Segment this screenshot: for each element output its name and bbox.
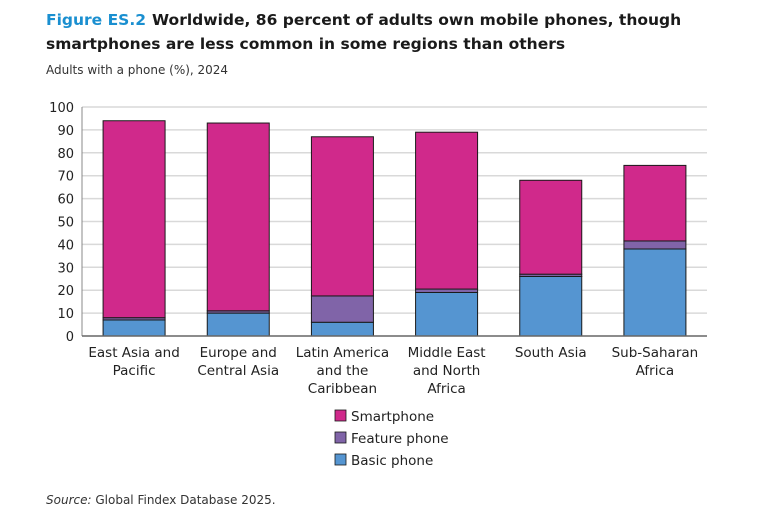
x-tick-label: and the	[316, 363, 368, 379]
y-tick-label: 90	[57, 124, 74, 139]
y-tick-label: 0	[66, 330, 74, 345]
x-tick-label: Africa	[427, 381, 466, 397]
legend-label: Basic phone	[351, 453, 433, 469]
x-tick-label: Pacific	[113, 363, 156, 379]
bar-segment	[415, 131, 479, 290]
bar-segment	[102, 120, 166, 319]
x-tick-label: South Asia	[515, 345, 587, 361]
figure-label: Figure ES.2	[46, 11, 147, 29]
bar-segment	[415, 291, 479, 337]
x-tick-label: Africa	[636, 363, 675, 379]
y-tick-label: 70	[57, 170, 74, 185]
x-tick-label: Latin America	[296, 345, 389, 361]
y-tick-label: 10	[57, 307, 74, 322]
source-label: Source:	[46, 493, 92, 507]
source-text: Global Findex Database 2025.	[95, 493, 276, 507]
y-tick-label: 100	[49, 101, 74, 116]
y-tick-label: 30	[57, 261, 74, 276]
legend-swatch	[334, 453, 347, 466]
bar-segment	[519, 275, 583, 337]
bar-segment	[102, 319, 166, 337]
x-tick-label: Caribbean	[308, 381, 377, 397]
chart-title: Figure ES.2 Worldwide, 86 percent of adul…	[46, 8, 766, 56]
title-text: Worldwide, 86 percent of adults own mobi…	[46, 11, 682, 53]
x-tick-label: Central Asia	[197, 363, 279, 379]
x-tick-label: Sub-Saharan	[612, 345, 699, 361]
chart-subtitle: Adults with a phone (%), 2024	[46, 63, 229, 77]
x-tick-label: Middle East	[408, 345, 486, 361]
legend-label: Smartphone	[351, 409, 434, 425]
bar-segment	[623, 248, 687, 337]
bar-segment	[623, 240, 687, 250]
bar-segment	[623, 164, 687, 242]
x-tick-label: and North	[413, 363, 480, 379]
legend-swatch	[334, 431, 347, 444]
bar-segment	[206, 312, 270, 337]
bar-segment	[310, 136, 374, 297]
bar-segment	[310, 321, 374, 337]
bar-segment	[415, 288, 479, 293]
y-tick-label: 50	[57, 216, 74, 231]
y-tick-label: 60	[57, 193, 74, 208]
source-note: Source: Global Findex Database 2025.	[46, 493, 276, 507]
legend-swatch	[334, 409, 347, 422]
y-tick-label: 40	[57, 238, 74, 253]
y-tick-label: 80	[57, 147, 74, 162]
x-tick-label: Europe and	[200, 345, 277, 361]
bar-segment	[519, 179, 583, 275]
bar-chart: 0 10 20 30 40 50 60 70 80 90 100 East Asia and Pacif…	[49, 101, 707, 469]
bar-segment	[310, 295, 374, 323]
legend-label: Feature phone	[351, 431, 449, 447]
y-tick-label: 20	[57, 284, 74, 299]
bar-segment	[206, 122, 270, 312]
x-tick-label: East Asia and	[88, 345, 179, 361]
